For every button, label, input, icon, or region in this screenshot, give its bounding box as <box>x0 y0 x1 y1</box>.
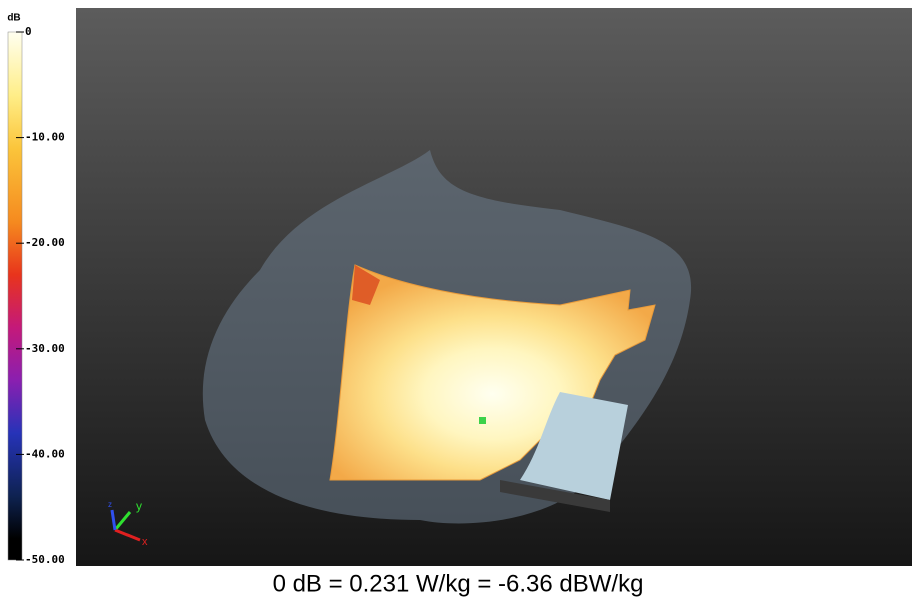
colorbar-tick-label: 0 <box>25 25 32 38</box>
colorbar-tick-label: -40.00 <box>25 447 65 460</box>
caption: 0 dB = 0.231 W/kg = -6.36 dBW/kg <box>273 570 644 597</box>
colorbar-unit: dB <box>7 13 20 24</box>
y-axis-label: y <box>136 499 142 513</box>
colorbar <box>8 32 22 560</box>
sar-view: y x z dB 0 dB = 0.231 W/kg = -6.36 dBW/k… <box>0 0 917 600</box>
peak-marker <box>479 417 486 424</box>
colorbar-tick-label: -10.00 <box>25 131 65 144</box>
z-axis-label: z <box>108 500 112 509</box>
x-axis-label: x <box>142 536 148 548</box>
colorbar-tick-label: -20.00 <box>25 236 65 249</box>
colorbar-tick-label: -50.00 <box>25 553 65 566</box>
colorbar-tick-label: -30.00 <box>25 342 65 355</box>
